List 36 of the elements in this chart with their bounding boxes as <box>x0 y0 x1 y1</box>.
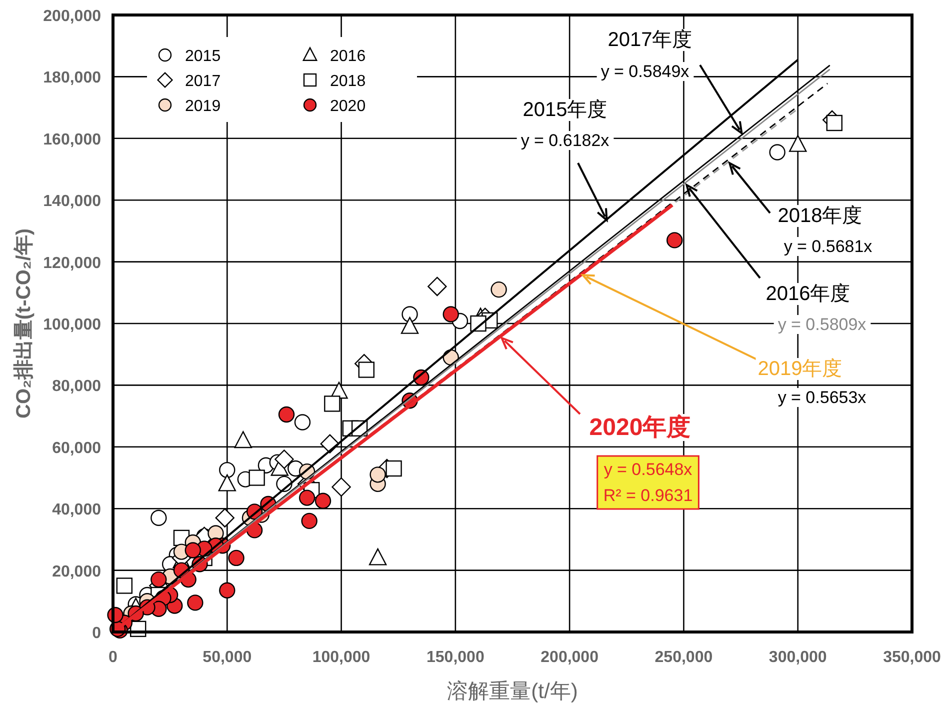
annotation: 2019年度 y = 0.5653x <box>758 358 867 407</box>
legend-label: 2017 <box>185 73 221 90</box>
y-axis-title: CO₂排出量(t-CO₂/年) <box>13 228 35 418</box>
y-tick-label: 120,000 <box>43 254 102 272</box>
x-tick-label: 50,000 <box>202 649 252 666</box>
annotation: 2016年度 y = 0.5809x <box>766 283 867 334</box>
x-axis-title: 溶解重量(t/年) <box>447 680 578 703</box>
x-tick-label: 100,000 <box>312 649 370 666</box>
annotation: 2020年度 y = 0.5648x R² = 0.9631 <box>500 336 700 510</box>
legend-label: 2016 <box>330 48 366 65</box>
annotation: 2017年度 y = 0.5849x <box>600 29 692 81</box>
y-tick-label: 200,000 <box>43 8 102 25</box>
y-tick-label: 0 <box>92 625 102 642</box>
y-tick-label: 80,000 <box>52 378 102 396</box>
x-tick-label: 350,000 <box>883 649 942 666</box>
y-tick-label: 180,000 <box>43 70 102 87</box>
x-tick-label: 0 <box>108 649 118 666</box>
x-tick-label: 300,000 <box>768 649 827 666</box>
y-tick-label: 40,000 <box>52 502 102 519</box>
legend-label: 2019 <box>185 98 221 115</box>
y-tick-label: 60,000 <box>52 440 102 457</box>
y-tick-label: 20,000 <box>52 563 102 580</box>
annotation: 2018年度 y = 0.5681x <box>778 205 873 256</box>
annotation: 2015年度 y = 0.6182x <box>516 99 614 222</box>
annotation: 2020年度 y = 0.5648x R² = 0.9631 <box>589 414 693 505</box>
x-tick-label: 150,000 <box>426 649 484 666</box>
annotation: 2015年度 y = 0.6182x <box>520 99 610 150</box>
x-tick-label: 200,000 <box>540 649 599 666</box>
legend-label: 2018 <box>330 73 366 90</box>
y-tick-label: 160,000 <box>43 131 102 148</box>
annotation: 2018年度 y = 0.5681x <box>728 161 877 256</box>
legend-label: 2015 <box>185 48 221 65</box>
x-tick-label: 250,000 <box>654 649 713 666</box>
legend-label: 2020 <box>330 98 366 115</box>
y-tick-label: 140,000 <box>43 193 102 210</box>
y-tick-label: 100,000 <box>43 316 102 334</box>
